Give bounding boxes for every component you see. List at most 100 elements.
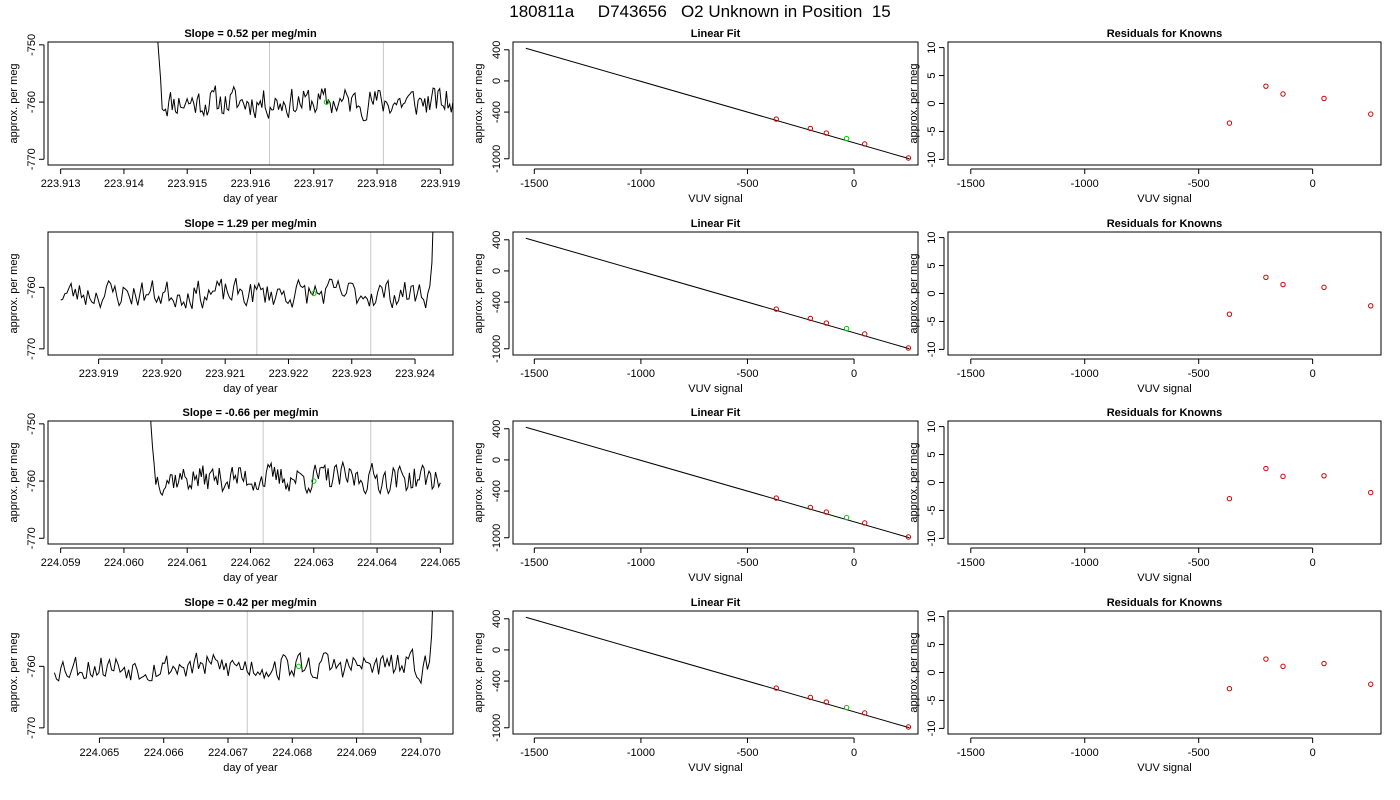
figure-title: 180811a D743656 O2 Unknown in Position 1… — [509, 2, 891, 21]
y-axis-label: approx. per meg — [8, 442, 20, 522]
known-point — [1263, 83, 1269, 89]
x-axis-label: day of year — [223, 572, 278, 584]
y-axis-label: approx. per meg — [908, 632, 920, 712]
plot-frame — [512, 420, 919, 545]
x-tick-label: 223.920 — [142, 368, 182, 380]
panel-data — [150, 421, 441, 497]
panel-data — [525, 47, 912, 161]
x-tick-label: 0 — [851, 178, 857, 190]
x-tick-label: 224.065 — [80, 747, 120, 759]
fit-line — [525, 426, 910, 539]
x-tick-label: 223.919 — [420, 178, 460, 190]
x-tick-label: 224.063 — [294, 557, 334, 569]
signal-trace — [60, 232, 434, 310]
plot-frame — [512, 231, 919, 356]
y-axis-label: approx. per meg — [908, 253, 920, 333]
unknown-point — [843, 135, 850, 142]
x-axis-label: VUV signal — [688, 762, 742, 774]
known-point — [823, 320, 830, 326]
known-point — [1263, 274, 1269, 280]
x-tick-label: 223.915 — [167, 178, 207, 190]
x-axis-label: VUV signal — [688, 383, 742, 395]
y-axis-label: approx. per meg — [473, 253, 485, 333]
plot-frame — [47, 41, 454, 166]
known-point — [905, 534, 912, 540]
x-tick-label: 224.070 — [401, 747, 441, 759]
x-tick-label: -500 — [1188, 178, 1210, 190]
plot-frame — [947, 231, 1382, 356]
y-tick-label: 10 — [926, 420, 938, 432]
y-tick-label: -10 — [926, 720, 938, 736]
x-tick-label: 224.060 — [104, 557, 144, 569]
x-tick-label: -1500 — [520, 178, 548, 190]
panel-title: Residuals for Knowns — [1107, 407, 1223, 419]
y-tick-label: 0 — [926, 479, 938, 485]
y-tick-label: 0 — [491, 78, 503, 84]
y-tick-label: -770 — [26, 338, 38, 360]
y-tick-label: 0 — [926, 290, 938, 296]
x-axis-label: VUV signal — [1137, 572, 1191, 584]
known-point — [862, 141, 868, 147]
y-tick-label: 400 — [491, 41, 503, 59]
known-point — [807, 315, 814, 322]
known-point — [1226, 311, 1233, 317]
fit-line — [525, 616, 910, 729]
y-tick-label: -5 — [926, 506, 938, 516]
known-point — [1321, 95, 1327, 102]
y-tick-label: -750 — [26, 34, 38, 56]
x-tick-label: -1000 — [1071, 557, 1099, 569]
y-axis-label: approx. per meg — [8, 632, 20, 712]
known-point — [1321, 660, 1327, 667]
x-tick-label: -1000 — [1071, 368, 1099, 380]
chart-panel-1: Slope = 0.52 per meg/min 223.913 223.914 22… — [8, 28, 460, 205]
highlight-point — [311, 478, 317, 484]
chart-panel-11: Linear Fit -1500 -1000 -500 0 VUV signal 400 0 -… — [473, 597, 919, 774]
y-tick-label: -400 — [491, 480, 503, 502]
y-tick-label: 0 — [491, 268, 503, 274]
y-axis-label: approx. per meg — [8, 253, 20, 333]
panel-data — [1226, 83, 1374, 126]
known-point — [823, 699, 830, 705]
known-point — [807, 125, 814, 132]
y-axis-label: approx. per meg — [8, 63, 20, 143]
known-point — [823, 130, 830, 136]
panel-title: Linear Fit — [691, 218, 741, 230]
known-point — [1226, 120, 1233, 126]
y-tick-label: 400 — [491, 610, 503, 628]
signal-trace — [53, 611, 433, 685]
x-tick-label: 223.922 — [269, 368, 309, 380]
y-tick-label: 400 — [491, 420, 503, 438]
y-axis-label: approx. per meg — [473, 442, 485, 522]
x-axis-label: day of year — [223, 193, 278, 205]
known-point — [773, 306, 779, 312]
known-point — [1263, 465, 1269, 472]
plot-frame — [947, 41, 1382, 166]
y-tick-label: -1000 — [491, 714, 503, 742]
chart-panel-4: Slope = 1.29 per meg/min 223.919 223.920 22… — [8, 218, 454, 395]
x-axis-label: VUV signal — [688, 193, 742, 205]
y-tick-label: 10 — [926, 610, 938, 622]
highlight-point — [323, 99, 330, 105]
plot-frame — [47, 231, 454, 356]
highlight-point — [311, 290, 317, 297]
y-tick-label: 5 — [926, 641, 938, 647]
y-tick-label: 0 — [926, 100, 938, 106]
known-point — [1368, 303, 1374, 309]
y-tick-label: 10 — [926, 41, 938, 53]
x-tick-label: 223.914 — [104, 178, 144, 190]
x-axis-label: day of year — [223, 762, 278, 774]
known-point — [1263, 656, 1269, 662]
x-tick-label: -1500 — [957, 178, 985, 190]
known-point — [773, 495, 779, 501]
plot-frame — [947, 610, 1382, 735]
x-tick-label: 0 — [851, 368, 857, 380]
y-tick-label: 0 — [491, 647, 503, 653]
x-tick-label: -500 — [1188, 368, 1210, 380]
x-tick-label: -1000 — [627, 747, 655, 759]
fit-line — [525, 47, 910, 160]
known-point — [807, 504, 814, 511]
x-tick-label: 224.059 — [41, 557, 81, 569]
y-tick-label: -5 — [926, 127, 938, 137]
x-tick-label: -1500 — [957, 747, 985, 759]
x-tick-label: 224.067 — [208, 747, 248, 759]
